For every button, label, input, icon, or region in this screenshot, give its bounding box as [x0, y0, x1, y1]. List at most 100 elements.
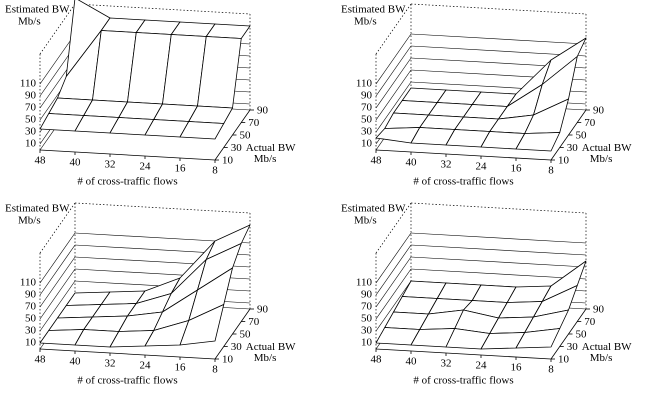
grid-line — [375, 45, 412, 97]
x-tick-label: 48 — [371, 155, 383, 167]
y-tick-label: 90 — [257, 304, 269, 316]
y-tick-label: 30 — [231, 142, 243, 154]
z-tick-label: 110 — [356, 78, 373, 90]
box-edge — [410, 202, 587, 214]
box-edge — [410, 3, 587, 15]
z-tick-label: 30 — [361, 325, 373, 337]
y-tick-label: 50 — [240, 130, 252, 142]
y-axis-label: Actual BW — [582, 142, 632, 154]
y-tick-label: 50 — [240, 329, 252, 341]
grid-line — [39, 256, 76, 308]
x-tick-label: 32 — [105, 159, 116, 171]
z-tick-label: 70 — [361, 301, 373, 313]
grid-line — [39, 268, 76, 320]
y-axis-unit: Mb/s — [590, 352, 613, 364]
x-tick-label: 32 — [441, 358, 452, 370]
x-axis-label: # of cross-traffic flows — [413, 176, 513, 188]
y-axis-unit: Mb/s — [254, 352, 277, 364]
x-tick-label: 40 — [406, 157, 418, 169]
x-axis — [39, 348, 216, 360]
x-tick-label: 48 — [371, 354, 383, 366]
x-tick-label: 16 — [511, 163, 523, 175]
x-axis — [39, 149, 216, 161]
y-axis-label: Actual BW — [246, 341, 296, 353]
y-tick-label: 70 — [584, 117, 596, 129]
grid-line — [410, 268, 587, 280]
z-axis-label: Estimated BW — [341, 203, 406, 215]
x-tick-label: 8 — [212, 364, 218, 376]
grid-line — [375, 81, 412, 133]
grid-line — [410, 45, 587, 57]
z-tick-label: 50 — [25, 313, 37, 325]
y-tick-label: 10 — [558, 354, 570, 366]
z-tick-label: 10 — [361, 138, 373, 150]
y-tick-label: 70 — [248, 316, 260, 328]
y-axis-unit: Mb/s — [254, 153, 277, 165]
z-tick-label: 90 — [25, 289, 37, 301]
x-tick-label: 8 — [548, 165, 554, 177]
box-edge — [74, 3, 251, 15]
z-axis-unit: Mb/s — [354, 16, 377, 28]
grid-line — [39, 244, 76, 296]
y-axis-label: Actual BW — [582, 341, 632, 353]
x-tick-label: 48 — [35, 354, 47, 366]
z-tick-label: 110 — [20, 277, 37, 289]
z-axis-label: Estimated BW — [341, 4, 406, 16]
y-tick-label: 90 — [593, 105, 605, 117]
grid-line — [410, 244, 587, 256]
z-tick-label: 70 — [361, 102, 373, 114]
z-axis-label: Estimated BW — [5, 203, 70, 215]
grid-line — [410, 256, 587, 268]
surface-cell — [515, 132, 561, 152]
x-tick-label: 40 — [406, 356, 418, 368]
y-tick-label: 70 — [584, 316, 596, 328]
grid-line — [375, 57, 412, 109]
grid-line — [39, 33, 76, 85]
x-tick-label: 24 — [476, 360, 488, 372]
grid-line — [375, 33, 412, 85]
x-axis — [375, 149, 552, 161]
y-tick-label: 30 — [567, 142, 579, 154]
z-tick-label: 30 — [361, 126, 373, 138]
x-tick-label: 32 — [441, 159, 452, 171]
x-axis-label: # of cross-traffic flows — [77, 176, 177, 188]
grid-line — [375, 268, 412, 320]
z-tick-label: 70 — [25, 102, 37, 114]
y-tick-label: 50 — [576, 130, 588, 142]
z-tick-label: 10 — [361, 337, 373, 349]
z-tick-label: 90 — [361, 289, 373, 301]
grid-line — [39, 280, 76, 332]
x-tick-label: 8 — [548, 364, 554, 376]
z-axis-unit: Mb/s — [354, 215, 377, 227]
z-tick-label: 70 — [25, 301, 37, 313]
z-tick-label: 90 — [25, 90, 37, 102]
z-tick-label: 30 — [25, 325, 37, 337]
z-tick-label: 50 — [361, 114, 373, 126]
z-tick-label: 50 — [361, 313, 373, 325]
x-tick-label: 8 — [212, 165, 218, 177]
z-tick-label: 50 — [25, 114, 37, 126]
z-tick-label: 110 — [356, 277, 373, 289]
x-tick-label: 16 — [175, 163, 187, 175]
grid-line — [375, 69, 412, 121]
y-tick-label: 10 — [222, 155, 234, 167]
x-tick-label: 24 — [476, 161, 488, 173]
grid-line — [410, 33, 587, 45]
y-tick-label: 10 — [558, 155, 570, 167]
y-axis-label: Actual BW — [246, 142, 296, 154]
y-tick-label: 50 — [576, 329, 588, 341]
y-tick-label: 30 — [567, 341, 579, 353]
z-axis-unit: Mb/s — [18, 215, 41, 227]
y-tick-label: 90 — [593, 304, 605, 316]
grid-line — [375, 256, 412, 308]
z-tick-label: 10 — [25, 337, 37, 349]
grid-line — [410, 232, 587, 244]
x-axis-label: # of cross-traffic flows — [77, 375, 177, 387]
grid-line — [375, 232, 412, 284]
x-tick-label: 32 — [105, 358, 116, 370]
grid-line — [39, 232, 76, 284]
y-axis-unit: Mb/s — [590, 153, 613, 165]
